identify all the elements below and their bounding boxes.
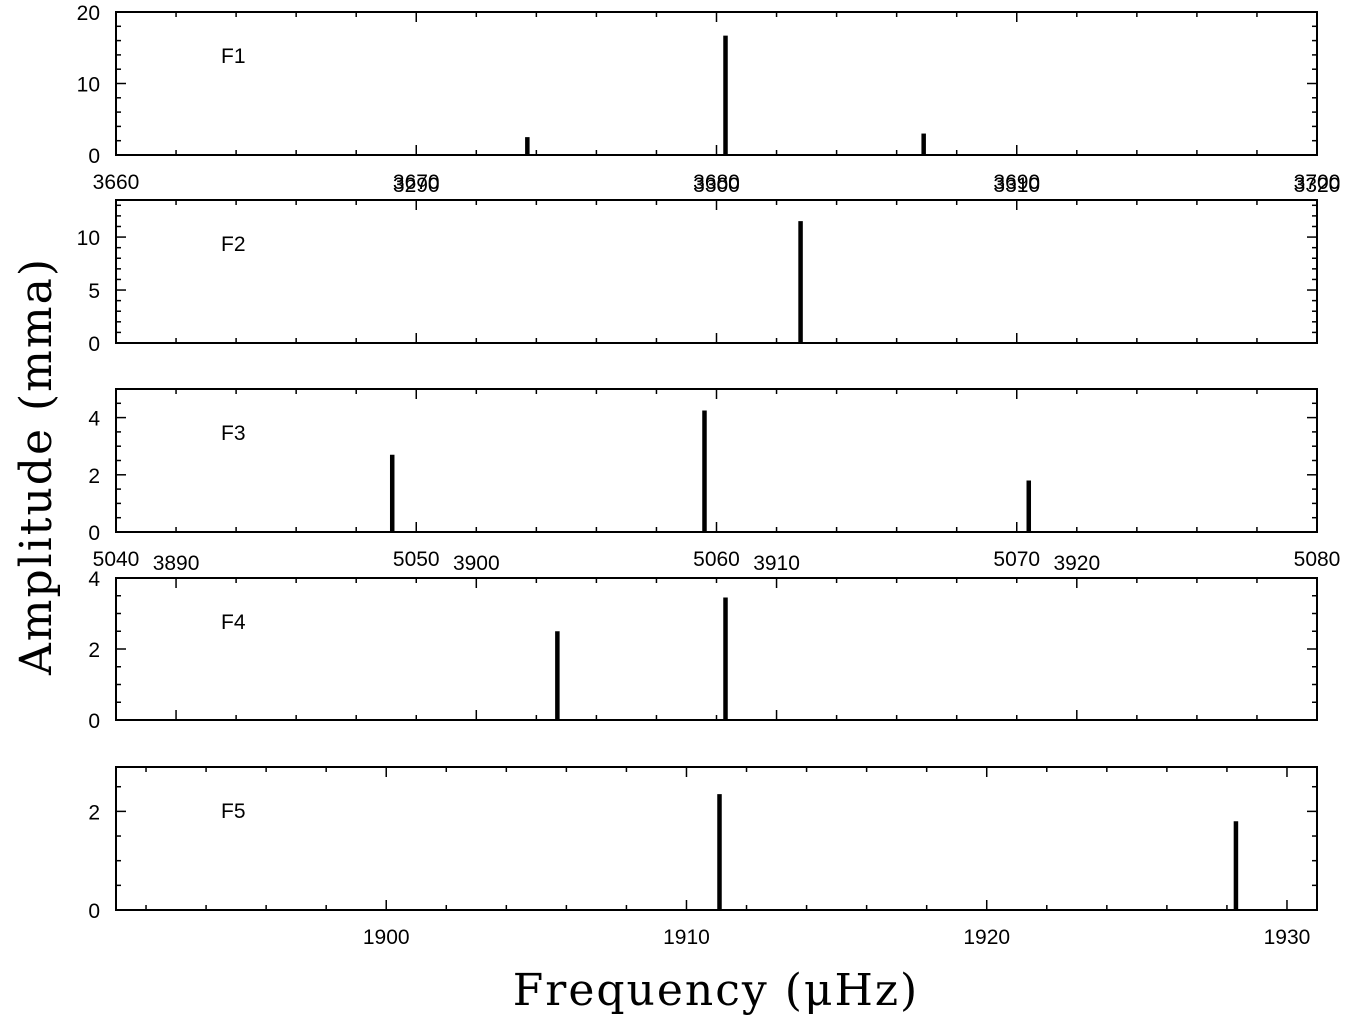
x-tick-label: 3660 bbox=[93, 171, 140, 194]
panel-4: 3890 3900 3910 3920 0 2 4 F4 bbox=[88, 552, 1318, 733]
y-tick-label: 2 bbox=[88, 465, 100, 488]
x-tick-label: 3890 bbox=[153, 552, 200, 575]
x-tick-label: 3680 bbox=[693, 171, 740, 194]
y-tick-label: 4 bbox=[88, 568, 100, 591]
y-tick-label: 0 bbox=[88, 900, 100, 923]
panel-3: 5040 5050 5060 5070 5080 0 2 4 F3 bbox=[88, 388, 1341, 571]
panel-5: 1900 1910 1920 1930 0 2 F5 bbox=[88, 766, 1318, 949]
x-tick-label: 1900 bbox=[363, 926, 410, 949]
panel-label: F4 bbox=[221, 611, 246, 634]
panel-label: F2 bbox=[221, 233, 246, 256]
x-tick-label: 3920 bbox=[1053, 552, 1100, 575]
x-tick-label: 1910 bbox=[663, 926, 710, 949]
x-tick-label: 3320 bbox=[1294, 174, 1341, 197]
x-tick-label: 3290 bbox=[393, 174, 440, 197]
panel-2: 3290 3300 3310 3320 0 5 10 F2 bbox=[77, 174, 1341, 356]
panel-frame bbox=[115, 388, 1318, 533]
y-tick-label: 20 bbox=[77, 2, 100, 25]
x-tick-label: 5080 bbox=[1294, 548, 1341, 571]
y-tick-label: 2 bbox=[88, 801, 100, 824]
panel-label: F3 bbox=[221, 422, 246, 445]
x-tick-label: 5060 bbox=[693, 548, 740, 571]
panel-frame bbox=[115, 577, 1318, 721]
x-tick-label: 5070 bbox=[993, 548, 1040, 571]
y-tick-label: 0 bbox=[88, 333, 100, 356]
y-tick-label: 4 bbox=[88, 408, 100, 431]
panel-frame bbox=[115, 199, 1318, 344]
x-tick-label: 3690 bbox=[993, 171, 1040, 194]
y-tick-label: 0 bbox=[88, 710, 100, 733]
x-tick-label: 3910 bbox=[753, 552, 800, 575]
y-tick-label: 0 bbox=[88, 522, 100, 545]
x-axis-title: Frequency (μHz) bbox=[513, 965, 919, 1016]
panel-1: 3660 3670 3680 3690 3700 0 10 20 F1 bbox=[77, 2, 1341, 194]
x-tick-label: 5050 bbox=[393, 548, 440, 571]
y-tick-label: 10 bbox=[77, 227, 100, 250]
y-tick-label: 5 bbox=[88, 280, 100, 303]
x-tick-label: 3700 bbox=[1294, 171, 1341, 194]
panel-label: F1 bbox=[221, 45, 246, 68]
x-tick-label: 3900 bbox=[453, 552, 500, 575]
x-tick-label: 5040 bbox=[93, 548, 140, 571]
panel-frame bbox=[115, 766, 1318, 911]
panel-frame bbox=[115, 11, 1318, 156]
x-tick-label: 3670 bbox=[393, 171, 440, 194]
y-axis-title: Amplitude (mma) bbox=[11, 257, 62, 676]
x-tick-label: 1930 bbox=[1264, 926, 1311, 949]
x-tick-label: 1920 bbox=[963, 926, 1010, 949]
x-tick-label: 3310 bbox=[993, 174, 1040, 197]
y-tick-label: 10 bbox=[77, 74, 100, 97]
y-tick-label: 2 bbox=[88, 639, 100, 662]
y-tick-label: 0 bbox=[88, 145, 100, 168]
x-tick-label: 3300 bbox=[693, 174, 740, 197]
panel-label: F5 bbox=[221, 800, 246, 823]
